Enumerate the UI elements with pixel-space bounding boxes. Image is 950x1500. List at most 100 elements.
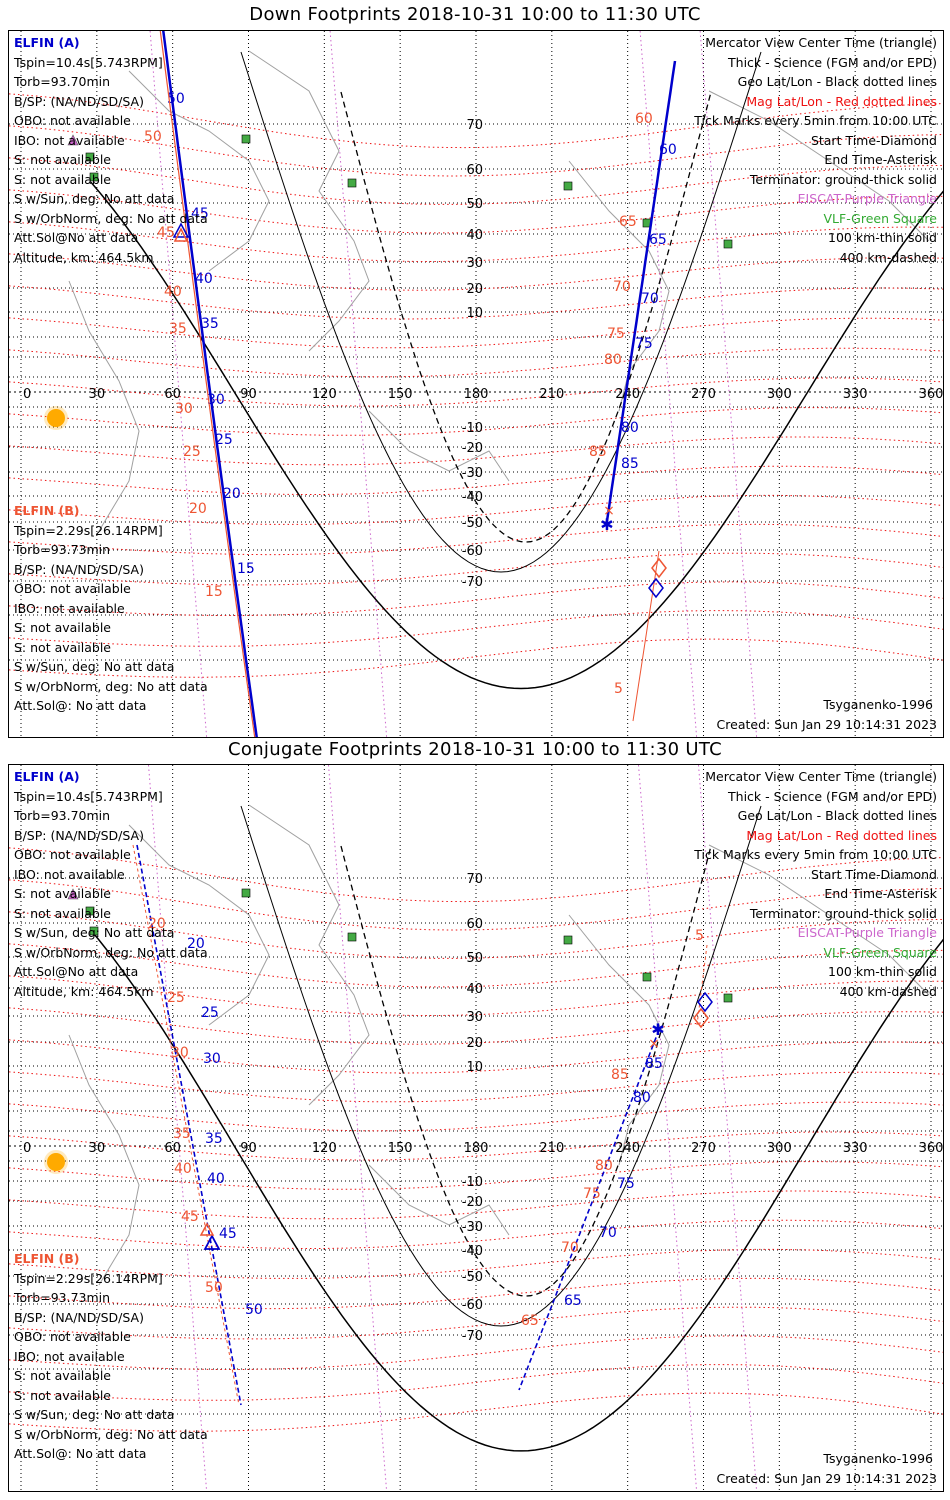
lon-tick-label: 210 (539, 1141, 564, 1156)
start-diamond-a (648, 577, 664, 599)
lat-tick-label: -20 (462, 1195, 483, 1210)
elfin-a-track-west (162, 31, 258, 737)
vlf-station-square (347, 932, 357, 942)
info-line: Altitude, km: 464.5km (14, 983, 154, 999)
mag-meridian-line (699, 31, 758, 737)
lat-tick-label: -50 (462, 1270, 483, 1285)
lon-tick-label: 60 (164, 387, 181, 402)
mag-latitude-line (9, 1190, 943, 1220)
track-time-label: 30 (171, 1045, 189, 1061)
track-time-label: 70 (561, 1240, 579, 1256)
track-time-label: 70 (599, 1225, 617, 1241)
terminator-400km-line (340, 91, 712, 543)
track-time-label: 85 (645, 1056, 663, 1072)
coastline (708, 844, 930, 996)
track-time-label: 80 (604, 352, 622, 368)
track-time-label: 70 (641, 291, 659, 307)
lon-tick-label: 240 (615, 387, 640, 402)
end-asterisk-a: ✱ (600, 515, 613, 534)
coastline (368, 410, 510, 482)
legend-entry: 400 km-dashed (839, 983, 937, 999)
info-line: B/SP: (NA/ND/SD/SA) (14, 561, 144, 577)
info-line: IBO: not available (14, 1348, 125, 1364)
elfin-a-track-west (136, 844, 242, 1406)
info-line: Altitude, km: 464.5km (14, 249, 154, 265)
lon-tick-label: 90 (240, 1141, 257, 1156)
track-time-label: 65 (619, 214, 637, 230)
created-date: Created: Sun Jan 29 10:14:31 2023 (716, 717, 937, 732)
mag-meridian-line (639, 31, 698, 737)
info-line: OBO: not available (14, 581, 131, 596)
terminator-400km-line (340, 845, 712, 1297)
mag-latitude-line (9, 1071, 943, 1103)
track-time-label: 35 (169, 321, 187, 337)
terminator-100km-line (240, 51, 762, 573)
coastline (128, 824, 270, 1026)
track-time-label: 80 (633, 1090, 651, 1106)
mag-latitude-line (9, 1392, 943, 1432)
lat-tick-label: -20 (462, 441, 483, 456)
lat-tick-label: 70 (466, 872, 483, 887)
coastline (68, 280, 140, 532)
legend-entry: End Time-Asterisk (824, 152, 937, 167)
coastline (128, 70, 270, 272)
track-time-label: 40 (195, 271, 213, 287)
track-time-label: 65 (649, 232, 667, 248)
legend-entry: Start Time-Diamond (810, 132, 937, 148)
center-triangle-b (199, 1222, 215, 1236)
lat-tick-label: -60 (462, 1298, 483, 1313)
legend-entry: Mercator View Center Time (triangle) (705, 35, 937, 50)
track-time-label: 15 (237, 561, 255, 577)
mag-latitude-line (9, 1039, 943, 1074)
legend-entry: Thick - Science (FGM and/or EPD) (728, 54, 937, 70)
info-line: OBO: not available (14, 1329, 131, 1344)
track-time-label: 40 (174, 1161, 192, 1177)
lon-tick-label: 330 (843, 387, 868, 402)
info-line: Torb=93.70min (14, 808, 111, 823)
track-time-label: 75 (635, 336, 653, 352)
vlf-station-square (89, 926, 99, 936)
track-time-label: 30 (207, 392, 225, 408)
lon-tick-label: 360 (919, 387, 943, 402)
mag-meridian-line (638, 765, 698, 1491)
lat-tick-label: 40 (466, 228, 483, 243)
mag-latitude-line (9, 317, 943, 349)
lat-tick-label: 60 (466, 917, 483, 932)
track-time-label: 20 (189, 501, 207, 517)
lon-tick-label: 150 (388, 387, 413, 402)
model-name: Tsyganenko-1996 (823, 1451, 933, 1466)
lat-tick-label: -10 (462, 1175, 483, 1190)
legend-entry: Thick - Science (FGM and/or EPD) (728, 788, 937, 804)
mag-meridian-line (149, 31, 208, 737)
legend-entry: VLF-Green Square (823, 944, 937, 960)
track-time-label: 75 (607, 326, 625, 342)
lat-tick-label: 10 (466, 306, 483, 321)
track-time-label: 65 (521, 1313, 539, 1329)
track-time-label: 70 (613, 279, 631, 295)
mag-latitude-line (9, 879, 943, 931)
map-legend: Mercator View Center Time (triangle) Thi… (694, 767, 937, 1001)
vlf-station-square (241, 888, 251, 898)
info-line: Torb=93.73min (14, 542, 111, 557)
mag-latitude-line (9, 189, 943, 234)
coastline (68, 1034, 140, 1286)
map-canvas: 0 30 60 90 120 150 180 210 240 270 300 330 360 70 60 50… (9, 765, 943, 1491)
info-line: B/SP: (NA/ND/SD/SA) (14, 1309, 144, 1325)
elfin-b-name: ELFIN (B) (14, 1251, 80, 1266)
lat-tick-label: -40 (462, 490, 483, 505)
info-line: IBO: not available (14, 600, 125, 616)
lon-tick-label: 120 (312, 1141, 337, 1156)
lat-tick-label: 60 (466, 163, 483, 178)
track-time-label: 85 (621, 456, 639, 472)
mag-latitude-line (9, 1248, 943, 1279)
track-time-label: 75 (583, 1186, 601, 1202)
legend-entry: Mag Lat/Lon - Red dotted lines (746, 827, 937, 843)
info-line: B/SP: (NA/ND/SD/SA) (14, 827, 144, 843)
lat-tick-label: 20 (466, 1036, 483, 1051)
lat-tick-label: 40 (466, 982, 483, 997)
lat-tick-label: -70 (462, 1329, 483, 1344)
mag-latitude-line (9, 465, 943, 495)
info-line: S: not available (14, 886, 111, 901)
lat-tick-label: 30 (466, 256, 483, 271)
info-line: S w/OrbNorm, deg: No att data (14, 210, 208, 226)
